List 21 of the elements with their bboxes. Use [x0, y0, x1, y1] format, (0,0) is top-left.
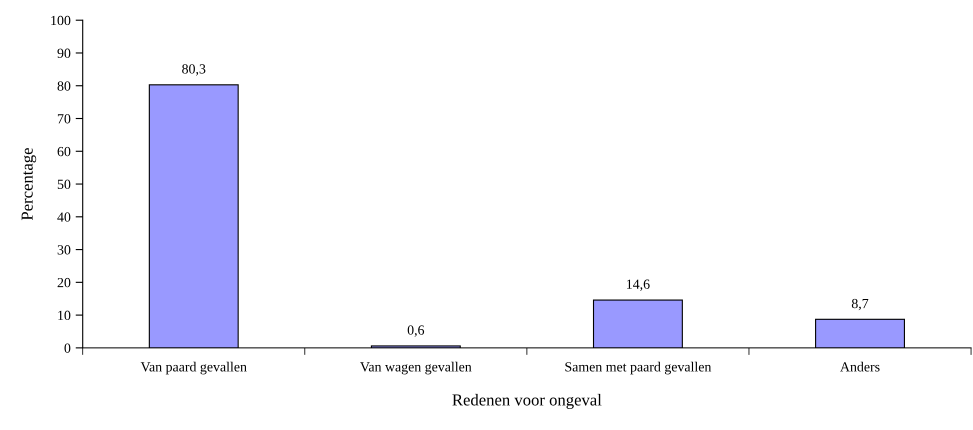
y-tick-label: 50	[58, 180, 70, 189]
y-tick-label: 60	[58, 146, 70, 156]
x-axis-title: Redenen voor ongeval	[452, 394, 602, 409]
data-label: 0,6	[408, 325, 424, 337]
y-tick-label: 10	[58, 310, 70, 320]
y-tick-label: 20	[58, 278, 70, 288]
x-tick-label: Van wagen gevallen	[360, 362, 472, 374]
y-tick-label: 80	[58, 81, 70, 91]
x-tick-label: Anders	[840, 362, 880, 372]
y-axis-title: Percentage	[22, 148, 36, 220]
data-label: 8,7	[852, 298, 868, 310]
y-tick-label: 40	[57, 212, 70, 222]
y-tick-label: 90	[57, 48, 70, 58]
y-tick-label: 30	[58, 245, 70, 255]
y-tick-label: 100	[51, 16, 70, 26]
data-label: 14,6	[626, 280, 650, 291]
x-tick-label: Samen met paard gevallen	[565, 362, 712, 374]
data-label: 80,3	[182, 64, 206, 76]
y-tick-label: 0	[64, 343, 70, 353]
y-tick-label: 70	[58, 114, 70, 124]
x-tick-label: Van paard gevallen	[140, 362, 247, 374]
